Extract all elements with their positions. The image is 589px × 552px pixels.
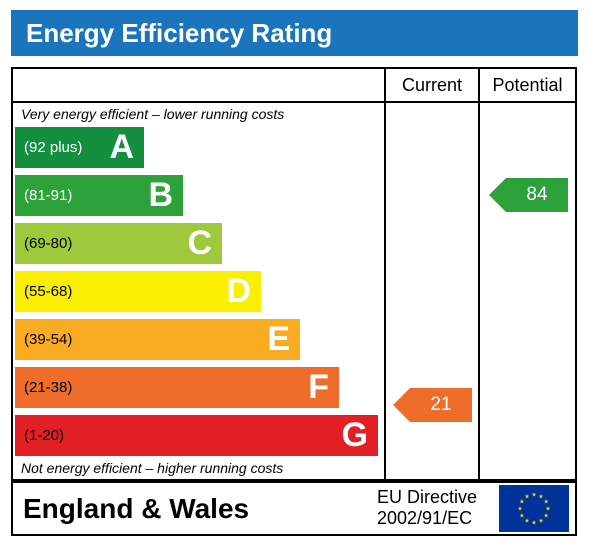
band-letter-label: B xyxy=(148,175,173,216)
band-letter-label: D xyxy=(226,271,251,312)
eu-star-icon xyxy=(520,513,525,517)
band-letter-label: F xyxy=(308,367,329,408)
current-column-divider xyxy=(384,69,386,479)
country-label: England & Wales xyxy=(23,483,249,534)
band-letter-label: E xyxy=(267,319,290,360)
eu-star-icon xyxy=(532,520,537,524)
eu-star-icon xyxy=(546,506,551,510)
band-range-label: (21-38) xyxy=(24,367,72,408)
directive-label: EU Directive 2002/91/EC xyxy=(377,487,477,529)
eu-star-icon xyxy=(518,506,523,510)
eu-star-icon xyxy=(539,494,544,498)
footer: England & Wales EU Directive 2002/91/EC xyxy=(11,481,577,536)
band-f: (21-38) F xyxy=(15,367,339,408)
current-column-header: Current xyxy=(386,69,478,101)
rating-frame: Current Potential Very energy efficient … xyxy=(11,67,577,481)
header-divider xyxy=(13,101,575,103)
eu-star-icon xyxy=(525,494,530,498)
top-note: Very energy efficient – lower running co… xyxy=(21,106,284,122)
directive-line-1: EU Directive xyxy=(377,487,477,508)
eu-star-icon xyxy=(544,513,549,517)
band-letter-label: A xyxy=(109,127,134,168)
band-range-label: (69-80) xyxy=(24,223,72,264)
band-letter-label: G xyxy=(342,415,368,456)
bottom-note: Not energy efficient – higher running co… xyxy=(21,460,283,476)
band-a: (92 plus) A xyxy=(15,127,144,168)
directive-line-2: 2002/91/EC xyxy=(377,508,477,529)
band-b: (81-91) B xyxy=(15,175,183,216)
band-e: (39-54) E xyxy=(15,319,300,360)
current-rating-arrow: 21 xyxy=(393,388,472,422)
band-range-label: (39-54) xyxy=(24,319,72,360)
potential-column-header: Potential xyxy=(480,69,575,101)
potential-rating-arrow: 84 xyxy=(489,178,568,212)
band-letter-label: C xyxy=(187,223,212,264)
band-range-label: (55-68) xyxy=(24,271,72,312)
eu-flag-icon xyxy=(499,485,569,532)
potential-rating-arrow-value: 84 xyxy=(506,178,568,212)
current-rating-arrow-value: 21 xyxy=(410,388,472,422)
band-range-label: (81-91) xyxy=(24,175,72,216)
eu-star-icon xyxy=(539,518,544,522)
band-d: (55-68) D xyxy=(15,271,261,312)
eu-star-icon xyxy=(544,499,549,503)
band-c: (69-80) C xyxy=(15,223,222,264)
eu-star-icon xyxy=(532,492,537,496)
band-g: (1-20) G xyxy=(15,415,378,456)
potential-column-divider xyxy=(478,69,480,479)
chart-title: Energy Efficiency Rating xyxy=(11,10,578,56)
band-range-label: (1-20) xyxy=(24,415,64,456)
band-range-label: (92 plus) xyxy=(24,127,82,168)
eu-star-icon xyxy=(525,518,530,522)
eu-star-icon xyxy=(520,499,525,503)
